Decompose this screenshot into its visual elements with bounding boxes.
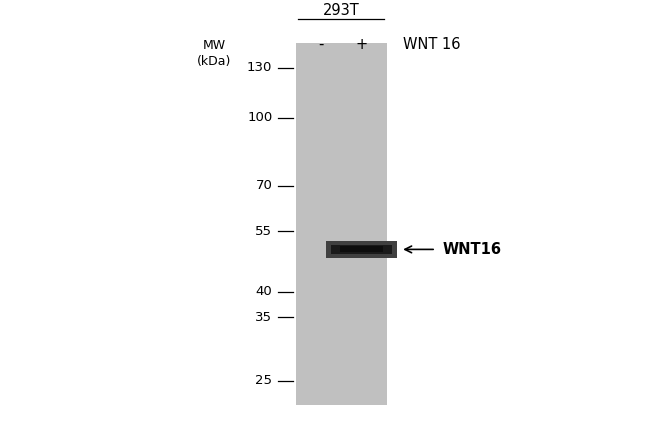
Text: 293T: 293T xyxy=(323,3,359,18)
Text: 40: 40 xyxy=(255,285,272,298)
Bar xyxy=(340,246,383,252)
Bar xyxy=(326,241,397,258)
Bar xyxy=(296,43,387,405)
Text: 70: 70 xyxy=(255,179,272,192)
Text: 130: 130 xyxy=(247,62,272,75)
Text: 25: 25 xyxy=(255,374,272,387)
Text: 55: 55 xyxy=(255,225,272,238)
Text: 100: 100 xyxy=(247,111,272,124)
Text: 35: 35 xyxy=(255,311,272,324)
Text: MW
(kDa): MW (kDa) xyxy=(198,39,231,68)
Text: +: + xyxy=(355,37,367,52)
Text: WNT16: WNT16 xyxy=(443,242,502,257)
Text: WNT 16: WNT 16 xyxy=(403,37,460,52)
Text: -: - xyxy=(318,37,324,52)
Bar xyxy=(331,245,392,254)
